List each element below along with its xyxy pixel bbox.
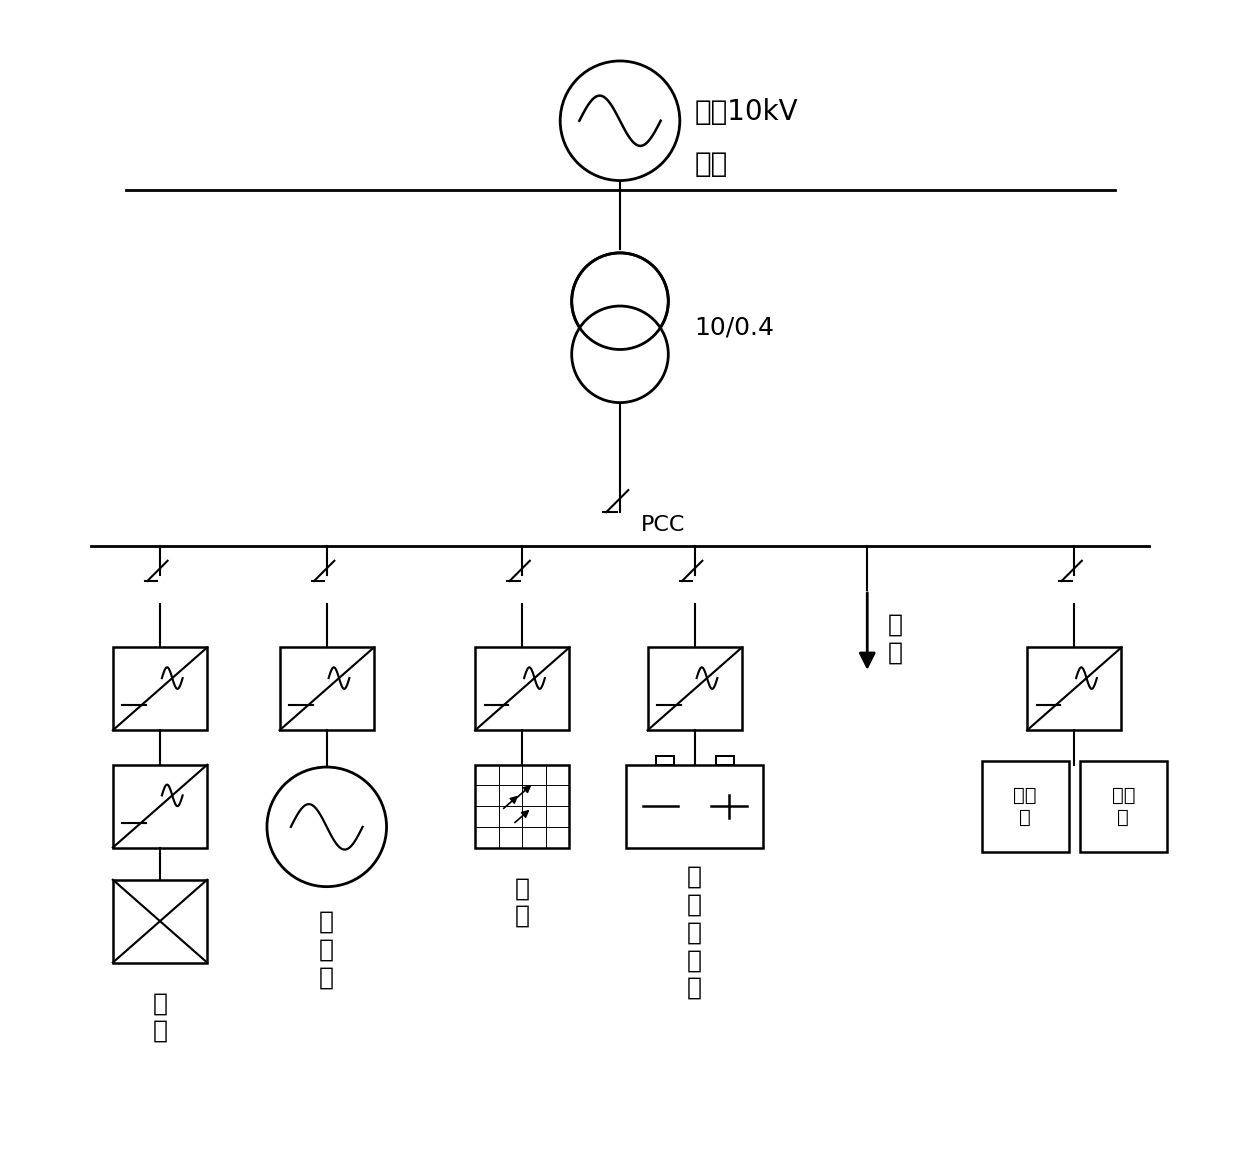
Text: PCC: PCC <box>641 515 684 535</box>
Bar <box>1080 760 1167 852</box>
Bar <box>626 765 763 848</box>
Bar <box>113 647 207 730</box>
Bar <box>475 647 569 730</box>
Text: 风
机: 风 机 <box>153 991 167 1043</box>
Bar <box>279 647 374 730</box>
Bar <box>656 757 673 765</box>
Bar <box>982 760 1069 852</box>
Text: 电网: 电网 <box>694 151 728 178</box>
Circle shape <box>572 306 668 402</box>
Bar <box>715 757 734 765</box>
Bar <box>647 647 742 730</box>
Text: 换电
站: 换电 站 <box>1013 785 1037 827</box>
Bar <box>113 880 207 963</box>
Bar <box>1027 647 1121 730</box>
Text: 铅
酸
蓄
电
池: 铅 酸 蓄 电 池 <box>687 865 702 1000</box>
Text: 负
荷: 负 荷 <box>888 612 903 665</box>
Text: 光
伏: 光 伏 <box>515 876 529 928</box>
Text: 柴
油
机: 柴 油 机 <box>319 910 335 989</box>
Circle shape <box>572 253 668 350</box>
Bar <box>113 765 207 848</box>
Bar <box>475 765 569 848</box>
Text: 储能
站: 储能 站 <box>1111 785 1135 827</box>
Text: 上级10kV: 上级10kV <box>694 98 799 125</box>
Text: 10/0.4: 10/0.4 <box>694 316 775 339</box>
